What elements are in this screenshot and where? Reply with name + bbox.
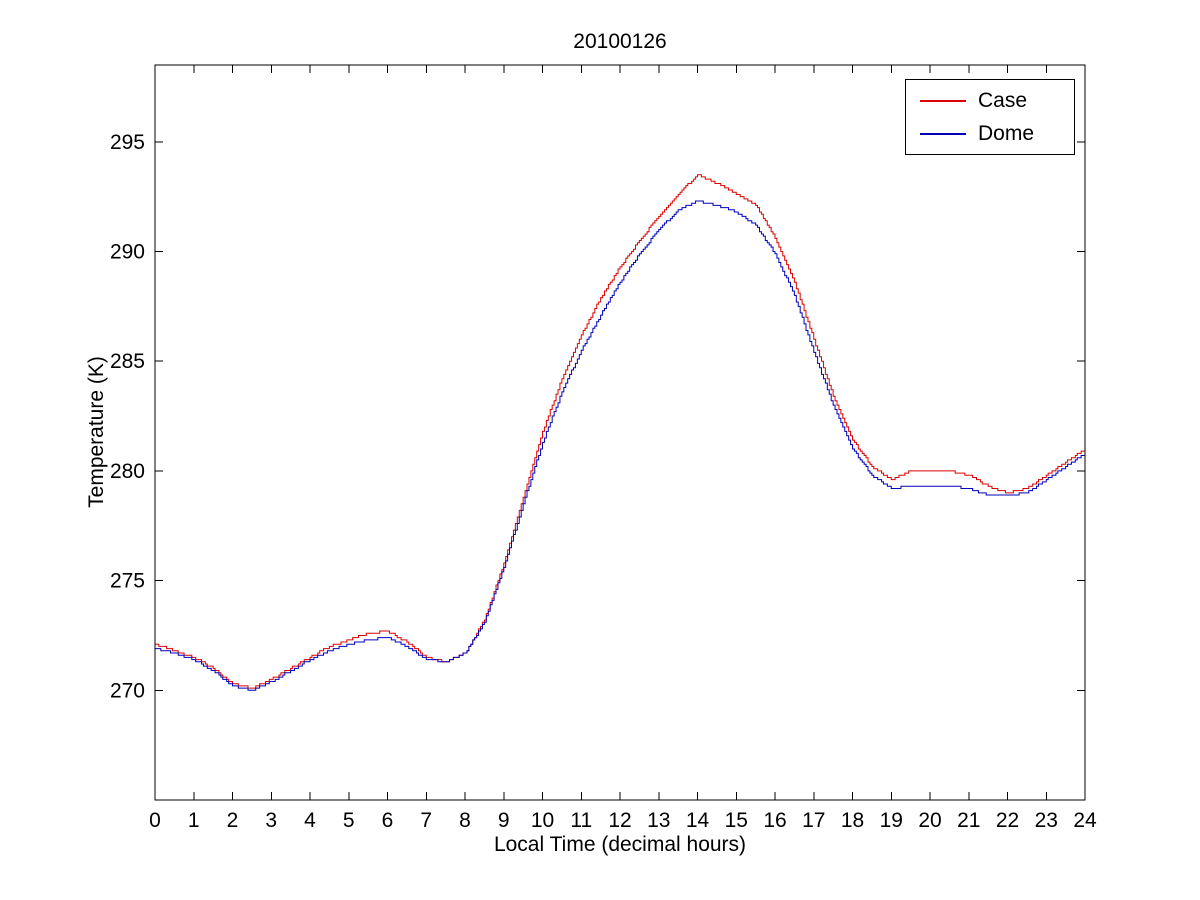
x-tick-label: 11 [570,809,592,832]
legend-label-dome: Dome [978,122,1035,145]
y-tick-label: 280 [110,460,145,483]
y-tick-label: 275 [110,570,145,593]
legend-item-dome: Dome [920,123,1060,144]
x-tick-label: 10 [531,809,554,832]
y-tick-label: 285 [110,350,145,373]
x-tick-label: 0 [149,809,161,832]
x-tick-label: 6 [382,809,394,832]
chart-title: 20100126 [573,30,667,53]
x-tick-label: 22 [996,809,1019,832]
x-tick-label: 17 [802,809,825,832]
plot-frame [154,64,1086,801]
x-tick-label: 1 [188,809,200,832]
x-tick-label: 8 [459,809,471,832]
legend-line-dome-swatch [920,132,966,135]
x-tick-label: 15 [725,809,748,832]
legend-label-case: Case [978,89,1028,112]
series-line-case [155,174,1086,689]
series-line-dome [155,200,1086,691]
y-axis-label: Temperature (K) [85,356,108,508]
x-tick-label: 12 [608,809,631,832]
x-tick-label: 5 [343,809,355,832]
x-tick-label: 21 [957,809,980,832]
y-tick-label: 295 [110,131,145,154]
x-tick-label: 3 [265,809,277,832]
legend-line-case-swatch [920,99,966,102]
x-tick-label: 23 [1035,809,1058,832]
x-tick-label: 7 [420,809,432,832]
y-tick-label: 270 [110,679,145,702]
x-tick-label: 4 [304,809,316,832]
x-tick-label: 16 [763,809,786,832]
x-tick-label: 24 [1073,809,1097,832]
x-tick-label: 9 [498,809,510,832]
x-tick-label: 13 [647,809,670,832]
x-tick-label: 2 [227,809,239,832]
x-axis-label: Local Time (decimal hours) [493,833,747,856]
x-tick-label: 18 [841,809,864,832]
legend-item-case: Case [920,90,1060,111]
x-tick-label: 14 [686,809,710,832]
legend: Case Dome [905,79,1075,155]
x-tick-label: 19 [880,809,903,832]
x-tick-label: 20 [918,809,941,832]
y-tick-label: 290 [110,240,145,263]
